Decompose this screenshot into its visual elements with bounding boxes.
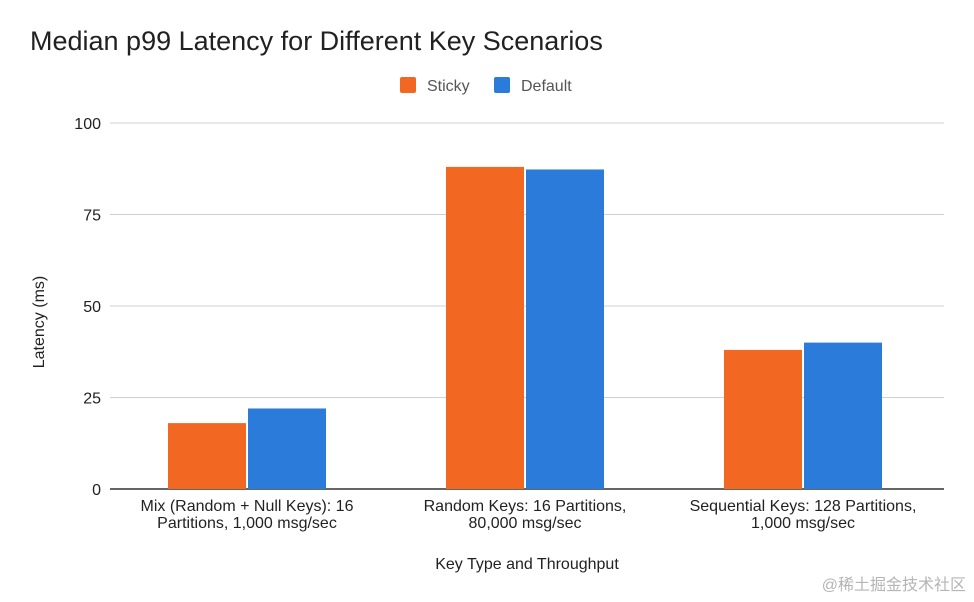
y-tick-label: 100	[74, 116, 101, 133]
legend-label-sticky: Sticky	[427, 78, 470, 95]
y-tick-label: 75	[83, 208, 101, 225]
legend-swatch-sticky	[400, 77, 416, 93]
x-category-label: Random Keys: 16 Partitions,	[424, 498, 627, 515]
bar-sticky-1	[168, 423, 246, 489]
x-category-label: 80,000 msg/sec	[469, 515, 582, 532]
x-category-label: 1,000 msg/sec	[751, 515, 855, 532]
bar-sticky-3	[724, 349, 802, 489]
bar-sticky-2	[446, 166, 524, 490]
bar-default-3	[804, 342, 882, 489]
x-category-label: Sequential Keys: 128 Partitions,	[690, 498, 917, 515]
x-axis-title: Key Type and Throughput	[435, 556, 619, 573]
y-tick-label: 50	[83, 299, 101, 316]
bars	[168, 166, 882, 490]
watermark: @稀土掘金技术社区	[822, 576, 966, 594]
x-category-label: Partitions, 1,000 msg/sec	[157, 515, 337, 532]
legend-label-default: Default	[521, 78, 572, 95]
y-axis-title: Latency (ms)	[31, 276, 48, 368]
y-tick-label: 0	[92, 482, 101, 499]
y-tick-labels: 0 25 50 75 100	[74, 116, 101, 499]
y-tick-label: 25	[83, 391, 101, 408]
bar-default-1	[248, 408, 326, 489]
chart-title: Median p99 Latency for Different Key Sce…	[30, 26, 603, 56]
legend: Sticky Default	[400, 77, 572, 95]
x-category-labels: Mix (Random + Null Keys): 16Partitions, …	[141, 498, 917, 532]
x-category-label: Mix (Random + Null Keys): 16	[141, 498, 354, 515]
legend-swatch-default	[494, 77, 510, 93]
bar-default-2	[526, 169, 604, 489]
